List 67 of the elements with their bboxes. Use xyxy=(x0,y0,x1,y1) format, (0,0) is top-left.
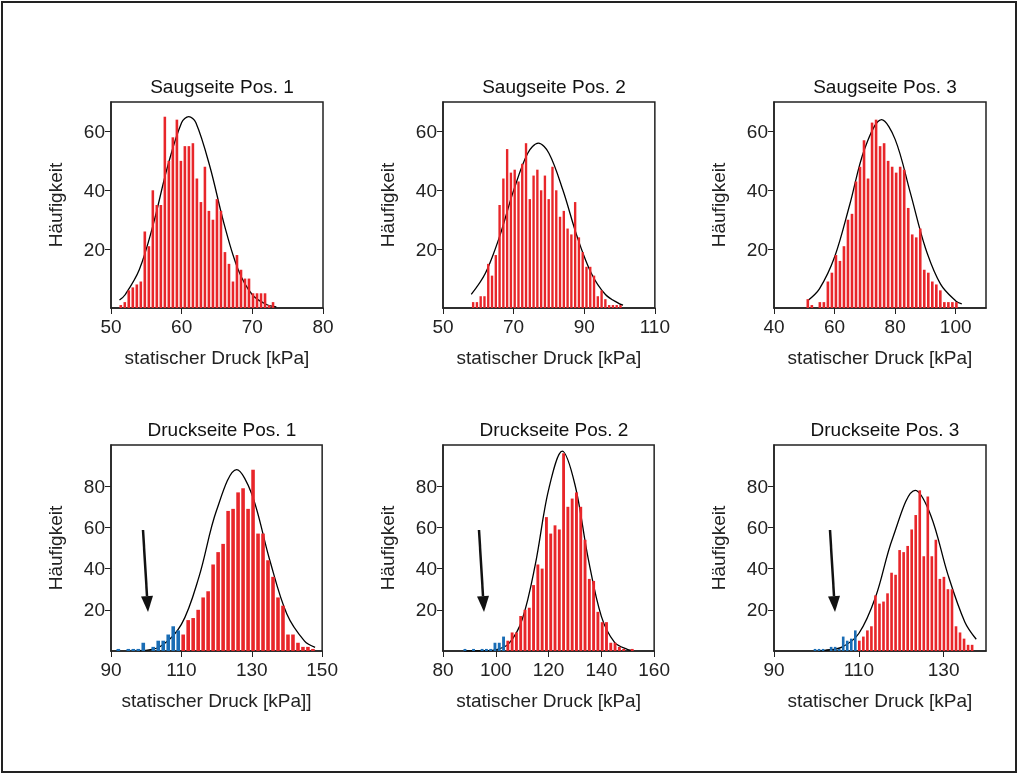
x-axis-title: statischer Druck [kPa] xyxy=(456,347,642,368)
y-tick-label: 80 xyxy=(83,475,105,497)
chart-title: Saugseite Pos. 2 xyxy=(482,76,626,97)
y-tick-label: 60 xyxy=(415,516,437,538)
y-tick-label: 40 xyxy=(415,179,437,201)
chart-title: Druckseite Pos. 2 xyxy=(479,419,629,440)
x-tick-label: 90 xyxy=(573,316,595,337)
y-axis-title: Häufigkeit xyxy=(708,162,729,248)
x-tick-label: 140 xyxy=(585,659,618,680)
x-tick-label: 130 xyxy=(927,659,960,680)
y-tick-label: 60 xyxy=(415,120,437,142)
y-axis-title: Häufigkeit xyxy=(377,505,398,591)
x-tick-label: 130 xyxy=(235,659,268,680)
x-tick-label: 100 xyxy=(479,659,512,680)
y-axis-title: Häufigkeit xyxy=(377,162,398,248)
x-tick-label: 60 xyxy=(171,316,193,337)
chart-title: Druckseite Pos. 3 xyxy=(810,419,960,440)
line-series xyxy=(138,469,316,652)
y-tick-label: 60 xyxy=(746,516,768,538)
chart-title: Saugseite Pos. 3 xyxy=(813,76,957,97)
x-tick-label: 80 xyxy=(312,316,334,337)
y-tick-label: 20 xyxy=(415,238,437,260)
x-tick-label: 40 xyxy=(763,316,785,337)
y-tick-label: 60 xyxy=(83,516,105,538)
y-tick-label: 40 xyxy=(746,558,768,580)
y-tick-label: 80 xyxy=(746,475,768,497)
y-tick-label: 20 xyxy=(83,599,105,621)
x-tick-label: 50 xyxy=(100,316,122,337)
x-tick-label: 50 xyxy=(432,316,454,337)
x-axis-title: statischer Druck [kPa]] xyxy=(121,690,312,711)
y-tick-label: 40 xyxy=(83,179,105,201)
x-tick-label: 90 xyxy=(100,659,122,680)
y-tick-label: 80 xyxy=(415,475,437,497)
y-tick-label: 20 xyxy=(415,599,437,621)
chart-title: Saugseite Pos. 1 xyxy=(150,76,294,97)
x-tick-label: 120 xyxy=(532,659,565,680)
y-axis-title: Häufigkeit xyxy=(45,505,66,591)
y-tick-label: 60 xyxy=(83,120,105,142)
x-tick-label: 100 xyxy=(939,316,972,337)
x-tick-label: 60 xyxy=(824,316,846,337)
x-tick-label: 80 xyxy=(884,316,906,337)
x-axis-title: statischer Druck [kPa] xyxy=(787,690,973,711)
x-axis-title: statischer Druck [kPa] xyxy=(124,347,310,368)
x-axis-title: statischer Druck [kPa] xyxy=(787,347,973,368)
line-series xyxy=(470,142,624,306)
y-tick-label: 20 xyxy=(746,238,768,260)
x-tick-label: 110 xyxy=(639,316,670,337)
chart-title: Druckseite Pos. 1 xyxy=(147,419,297,440)
y-tick-label: 40 xyxy=(415,558,437,580)
x-axis-title: statischer Druck [kPa] xyxy=(456,690,641,711)
y-tick-label: 40 xyxy=(83,558,105,580)
y-tick-label: 60 xyxy=(746,120,768,142)
y-axis-title: Häufigkeit xyxy=(45,162,66,248)
x-tick-label: 90 xyxy=(763,659,785,680)
x-tick-label: 70 xyxy=(503,316,525,337)
x-tick-label: 150 xyxy=(306,659,338,680)
x-tick-label: 110 xyxy=(843,659,874,680)
x-tick-label: 70 xyxy=(241,316,263,337)
line-series xyxy=(463,450,634,652)
y-tick-label: 20 xyxy=(83,238,105,260)
line-series xyxy=(118,116,278,308)
y-tick-label: 40 xyxy=(746,179,768,201)
x-tick-label: 80 xyxy=(432,659,454,680)
x-tick-label: 110 xyxy=(166,659,197,680)
y-axis-title: Häufigkeit xyxy=(708,505,729,591)
y-tick-label: 20 xyxy=(746,599,768,621)
x-tick-label: 160 xyxy=(638,659,670,680)
